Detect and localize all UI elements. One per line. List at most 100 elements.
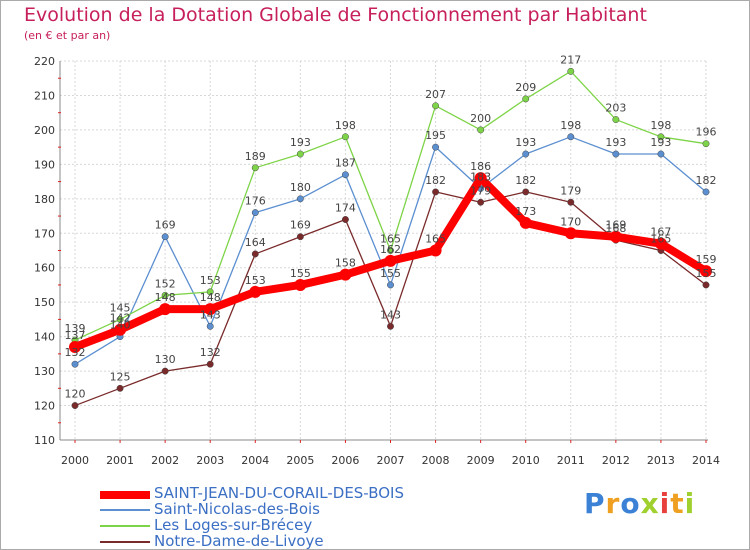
data-label-1: 198: [560, 119, 581, 132]
data-point-1: [251, 209, 259, 217]
data-point-1: [387, 281, 394, 289]
data-label-1: 193: [515, 136, 536, 149]
logo-letter: i: [684, 487, 696, 520]
data-point-0: [339, 268, 352, 281]
data-label-1: 193: [605, 136, 626, 149]
data-point-3: [387, 322, 394, 330]
data-point-3: [341, 216, 349, 223]
data-point-0: [384, 254, 397, 267]
data-point-0: [564, 227, 577, 240]
data-label-0: 162: [380, 243, 401, 256]
chart-title: Evolution de la Dotation Globale de Fonc…: [24, 4, 647, 26]
data-point-1: [567, 133, 575, 141]
data-point-0: [69, 340, 81, 353]
data-label-3: 120: [65, 388, 86, 401]
legend-label-les-loges: Les Loges-sur-Brécey: [154, 516, 313, 534]
data-label-3: 165: [650, 233, 671, 246]
data-label-3: 174: [335, 201, 356, 214]
data-label-0: 153: [245, 274, 266, 287]
data-label-3: 164: [245, 236, 266, 249]
plot-background: [60, 61, 708, 440]
x-tick-label: 2002: [151, 454, 179, 467]
data-label-3: 182: [425, 174, 446, 187]
legend-swatch-saint-nicolas: [100, 509, 150, 511]
x-tick-label: 2012: [602, 454, 630, 467]
data-point-3: [71, 402, 79, 409]
y-tick-label: 190: [34, 158, 55, 171]
data-point-2: [702, 140, 710, 148]
data-point-1: [657, 150, 665, 158]
data-point-1: [161, 233, 169, 241]
data-point-3: [477, 198, 485, 206]
logo-letter: x: [640, 487, 660, 520]
data-point-0: [294, 278, 307, 291]
x-tick-label: 2003: [196, 454, 224, 467]
y-tick-label: 180: [34, 193, 55, 206]
y-tick-label: 130: [34, 365, 55, 378]
data-point-0: [204, 303, 217, 316]
x-tick-label: 2014: [692, 454, 720, 467]
logo-letter: P: [584, 487, 606, 520]
data-label-0: 158: [335, 257, 356, 270]
chart-subtitle: (en € et par an): [24, 29, 111, 42]
data-label-1: 169: [155, 219, 176, 232]
data-label-1: 195: [425, 129, 446, 142]
data-point-3: [702, 281, 710, 289]
data-point-0: [429, 244, 442, 257]
data-label-2: 209: [515, 81, 536, 94]
data-label-1: 193: [650, 136, 671, 149]
y-tick-label: 120: [34, 400, 55, 413]
data-label-2: 153: [200, 274, 221, 287]
data-point-2: [116, 315, 124, 323]
data-label-1: 140: [110, 319, 131, 332]
y-tick-label: 210: [34, 89, 55, 102]
data-label-2: 203: [605, 102, 626, 115]
legend-label-notre-dame: Notre-Dame-de-Livoye: [154, 532, 324, 550]
data-point-2: [206, 288, 214, 296]
data-label-2: 198: [335, 119, 356, 132]
data-point-3: [161, 367, 169, 375]
data-label-3: 179: [470, 184, 491, 197]
x-tick-label: 2005: [286, 454, 314, 467]
data-point-1: [612, 150, 620, 158]
data-point-2: [251, 164, 259, 172]
data-point-2: [477, 126, 485, 134]
logo-letter: i: [659, 487, 671, 520]
y-tick-label: 150: [34, 296, 55, 309]
data-label-2: 196: [696, 126, 717, 139]
data-point-2: [612, 116, 620, 124]
data-label-1: 182: [696, 174, 717, 187]
data-point-2: [387, 247, 394, 254]
data-point-0: [654, 237, 667, 250]
x-tick-label: 2009: [467, 454, 495, 467]
data-label-0: 155: [290, 267, 311, 280]
data-point-1: [341, 171, 349, 179]
legend-label-saint-jean: SAINT-JEAN-DU-CORAIL-DES-BOIS: [154, 484, 404, 502]
y-tick-label: 140: [34, 331, 55, 344]
data-point-2: [341, 133, 349, 141]
legend-swatch-saint-jean: [100, 491, 150, 499]
data-label-3: 143: [380, 308, 401, 321]
data-label-1: 143: [200, 308, 221, 321]
logo-letter: r: [605, 487, 621, 520]
data-label-2: 198: [650, 119, 671, 132]
data-label-0: 167: [650, 226, 671, 239]
data-label-3: 132: [200, 346, 221, 359]
data-point-3: [251, 250, 259, 258]
data-label-0: 159: [696, 253, 717, 266]
data-point-1: [702, 188, 710, 196]
data-label-0: 170: [560, 215, 581, 228]
data-point-0: [700, 265, 712, 278]
data-label-2: 207: [425, 88, 446, 101]
data-label-0: 173: [515, 205, 536, 218]
data-label-3: 125: [110, 370, 131, 383]
x-tick-label: 2007: [377, 454, 405, 467]
data-point-0: [114, 323, 127, 336]
data-label-3: 168: [605, 222, 626, 235]
y-tick-label: 200: [34, 124, 55, 137]
data-label-0: 186: [470, 160, 491, 173]
data-label-2: 193: [290, 136, 311, 149]
data-point-3: [522, 188, 530, 196]
x-tick-label: 2008: [422, 454, 450, 467]
